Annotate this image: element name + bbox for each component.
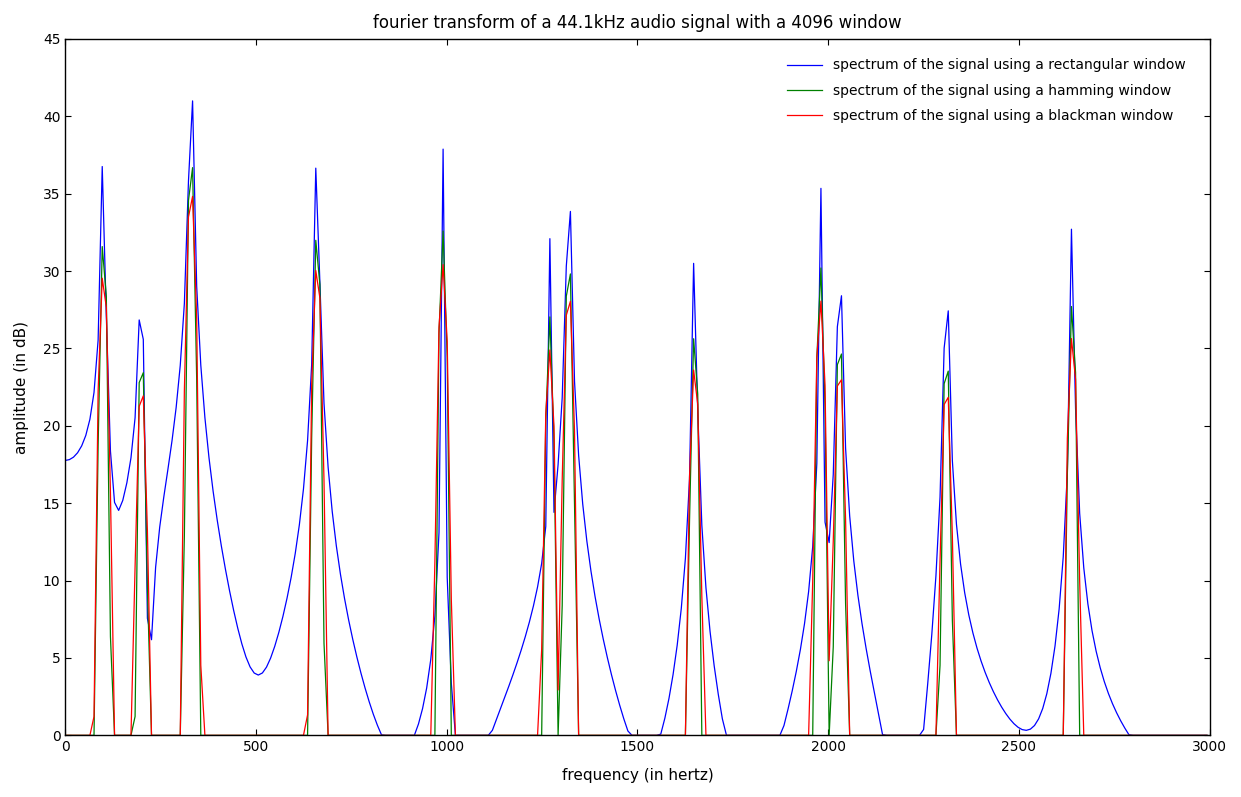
Line: spectrum of the signal using a blackman window: spectrum of the signal using a blackman … [66,196,1207,736]
spectrum of the signal using a hamming window [1200,731,1215,740]
spectrum of the signal using a blackman window [1200,731,1215,740]
spectrum of the signal using a rectangular window [932,493,947,502]
spectrum of the signal using a blackman window [928,731,943,740]
spectrum of the signal using a rectangular window [814,183,829,193]
spectrum of the signal using a hamming window [1093,731,1108,740]
spectrum of the signal using a rectangular window [457,731,472,740]
Line: spectrum of the signal using a hamming window: spectrum of the signal using a hamming w… [66,167,1207,736]
spectrum of the signal using a hamming window [809,353,824,363]
spectrum of the signal using a hamming window [452,731,467,740]
spectrum of the signal using a rectangular window [1097,677,1112,686]
spectrum of the signal using a blackman window [169,731,184,740]
X-axis label: frequency (in hertz): frequency (in hertz) [562,768,714,783]
spectrum of the signal using a rectangular window [58,456,73,465]
Y-axis label: amplitude (in dB): amplitude (in dB) [14,320,29,453]
Legend: spectrum of the signal using a rectangular window, spectrum of the signal using : spectrum of the signal using a rectangul… [782,53,1191,128]
spectrum of the signal using a blackman window [1093,731,1108,740]
spectrum of the signal using a hamming window [169,731,184,740]
spectrum of the signal using a blackman window [58,731,73,740]
spectrum of the signal using a rectangular window [460,731,475,740]
spectrum of the signal using a rectangular window [169,402,184,412]
spectrum of the signal using a hamming window [185,163,200,172]
spectrum of the signal using a blackman window [809,352,824,362]
spectrum of the signal using a hamming window [928,731,943,740]
Title: fourier transform of a 44.1kHz audio signal with a 4096 window: fourier transform of a 44.1kHz audio sig… [374,14,902,32]
spectrum of the signal using a rectangular window [379,731,393,740]
spectrum of the signal using a blackman window [457,731,472,740]
spectrum of the signal using a hamming window [457,731,472,740]
spectrum of the signal using a blackman window [185,191,200,201]
spectrum of the signal using a rectangular window [185,96,200,106]
spectrum of the signal using a blackman window [452,731,467,740]
Line: spectrum of the signal using a rectangular window: spectrum of the signal using a rectangul… [66,101,1207,736]
spectrum of the signal using a hamming window [58,731,73,740]
spectrum of the signal using a rectangular window [1200,731,1215,740]
